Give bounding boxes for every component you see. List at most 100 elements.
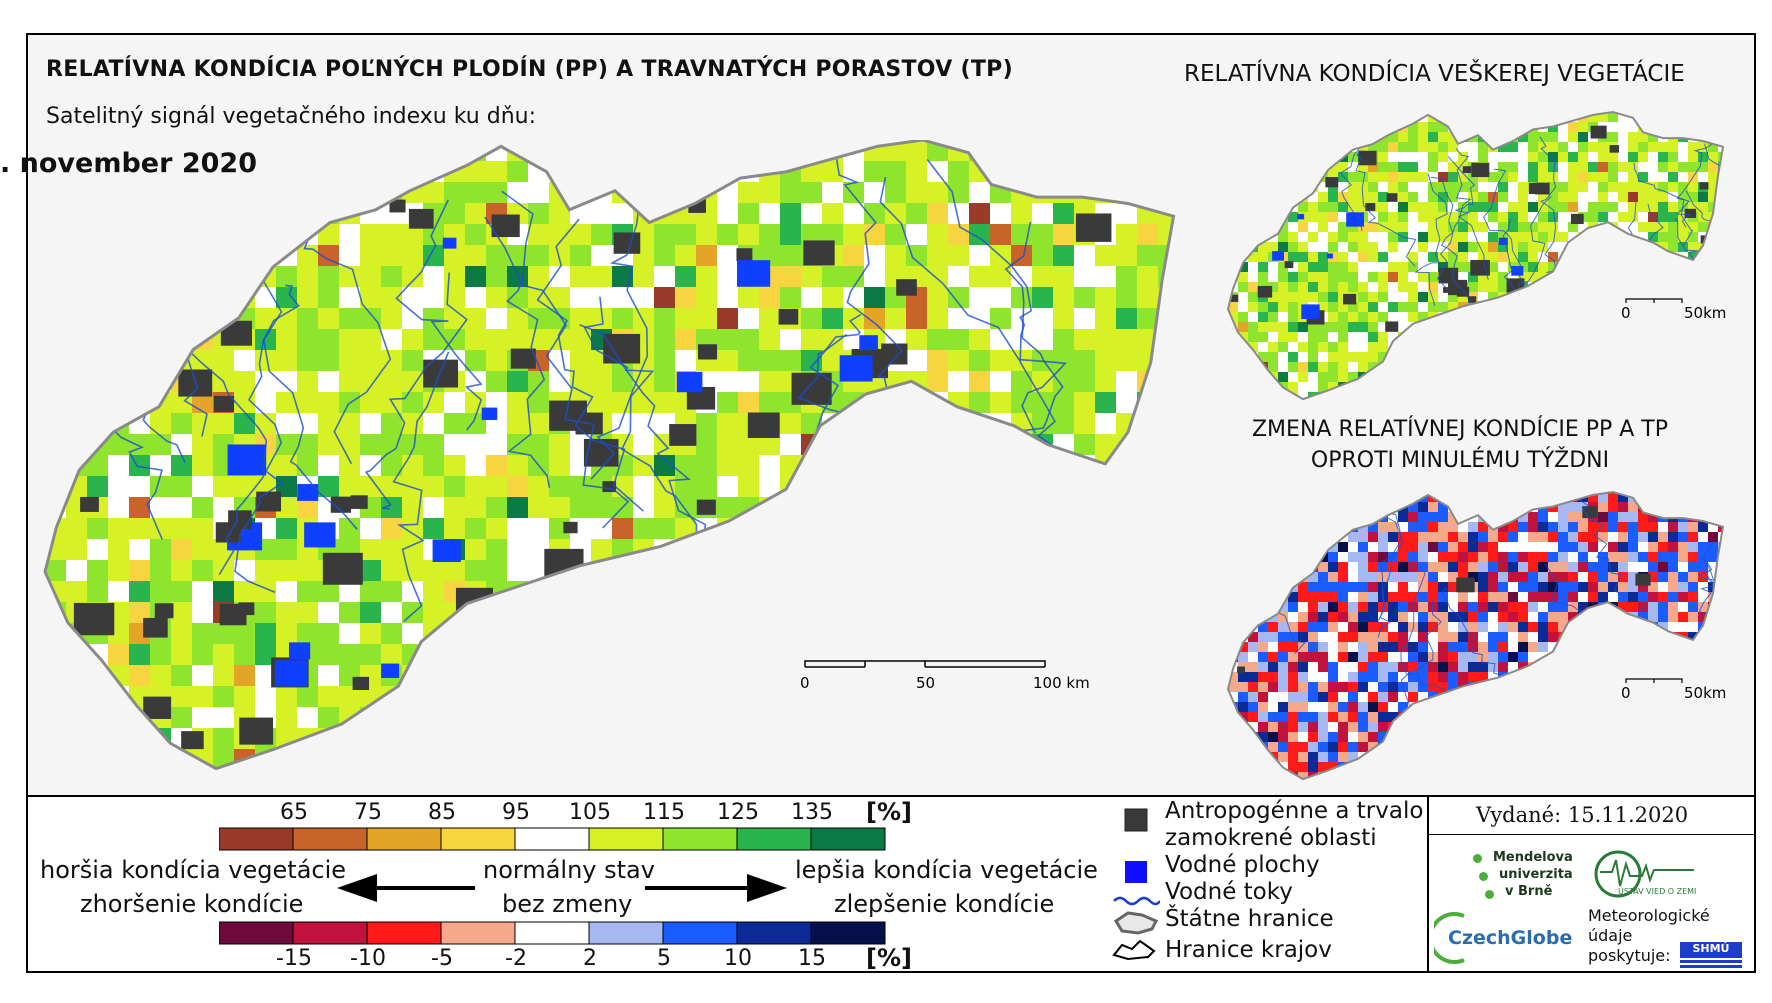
map-cell	[990, 770, 1012, 780]
map-cell	[1498, 282, 1509, 293]
map-cell	[1258, 122, 1269, 133]
map-cell	[822, 434, 844, 456]
map-cell	[1638, 392, 1649, 400]
map-cell	[1458, 632, 1469, 643]
map-cell	[1238, 172, 1249, 183]
map-cell	[1498, 682, 1509, 693]
map-cell	[1648, 552, 1659, 563]
map-cell	[423, 518, 445, 540]
map-cell	[1368, 682, 1379, 693]
map-cell	[1588, 172, 1599, 183]
map-cell	[1498, 632, 1509, 643]
map-cell	[45, 749, 67, 769]
map-cell	[1095, 350, 1117, 372]
map-cell	[1298, 732, 1309, 743]
map-cell	[1488, 692, 1499, 703]
map-cell	[87, 182, 109, 204]
map-cell	[402, 434, 424, 456]
urban-area	[603, 333, 641, 364]
map-cell	[1418, 182, 1429, 193]
map-cell	[1588, 612, 1599, 623]
map-cell	[1011, 560, 1033, 582]
map-cell	[1688, 672, 1699, 683]
map-cell	[1508, 312, 1519, 323]
map-cell	[822, 644, 844, 666]
map-cell	[1708, 282, 1719, 293]
map-cell	[1718, 192, 1723, 203]
map-cell	[1708, 642, 1719, 653]
map-cell	[1268, 772, 1279, 780]
map-cell	[318, 623, 340, 645]
map-cell	[780, 287, 802, 309]
condition-colorbar	[219, 827, 886, 851]
urban-area	[1133, 418, 1152, 433]
water-body	[1326, 253, 1333, 259]
map-cell	[1458, 732, 1469, 743]
river-line	[218, 274, 283, 576]
map-cell	[1318, 222, 1329, 233]
map-cell	[1418, 272, 1429, 283]
map-cell	[1408, 132, 1419, 143]
map-cell	[1488, 762, 1499, 773]
map-cell	[1368, 192, 1379, 203]
map-cell	[1388, 272, 1399, 283]
map-cell	[1308, 372, 1319, 383]
map-cell	[1074, 140, 1096, 162]
map-cell	[486, 623, 508, 645]
map-cell	[1053, 308, 1075, 330]
urban-area	[1257, 173, 1278, 190]
map-cell	[1348, 222, 1359, 233]
map-cell	[171, 581, 193, 603]
map-cell	[1358, 732, 1369, 743]
map-cell	[1528, 642, 1539, 653]
map-cell	[822, 560, 844, 582]
map-cell	[1618, 572, 1629, 583]
map-cell	[1568, 342, 1579, 353]
map-cell	[759, 287, 781, 309]
map-cell	[1438, 652, 1449, 663]
map-cell	[1298, 772, 1309, 780]
map-cell	[1718, 562, 1723, 573]
map-cell	[1458, 312, 1469, 323]
map-cell	[1338, 592, 1349, 603]
map-cell	[1668, 572, 1679, 583]
map-cell	[1588, 392, 1599, 400]
water-body	[1162, 292, 1174, 309]
map-cell	[675, 665, 697, 687]
map-cell	[1338, 672, 1349, 683]
map-cell	[1458, 182, 1469, 193]
map-cell	[1308, 322, 1319, 333]
map-cell	[1278, 132, 1289, 143]
map-cell	[1538, 602, 1549, 613]
map-cell	[1708, 542, 1719, 553]
map-cell	[1518, 252, 1529, 263]
map-cell	[885, 770, 907, 780]
map-cell	[1418, 132, 1429, 143]
map-cell	[1588, 742, 1599, 753]
map-cell	[444, 728, 466, 750]
map-cell	[1638, 262, 1649, 273]
urban-area	[803, 240, 835, 266]
map-cell	[969, 686, 991, 708]
map-cell	[780, 581, 802, 603]
map-cell	[1508, 232, 1519, 243]
map-cell	[1258, 562, 1269, 573]
map-cell	[171, 707, 193, 729]
map-cell	[1318, 332, 1329, 343]
map-cell	[1718, 252, 1723, 263]
colorbar-tick-label: 10	[724, 946, 752, 971]
map-cell	[1288, 692, 1299, 703]
map-cell	[66, 224, 88, 246]
map-cell	[1568, 672, 1579, 683]
map-cell	[1288, 292, 1299, 303]
map-cell	[1298, 752, 1309, 763]
map-cell	[1618, 352, 1629, 363]
map-cell	[1668, 682, 1679, 693]
map-cell	[1228, 312, 1239, 323]
urban-area	[1699, 182, 1709, 190]
map-cell	[1488, 322, 1499, 333]
map-cell	[444, 392, 466, 414]
map-cell	[528, 665, 550, 687]
map-cell	[549, 308, 571, 330]
map-cell	[885, 581, 907, 603]
